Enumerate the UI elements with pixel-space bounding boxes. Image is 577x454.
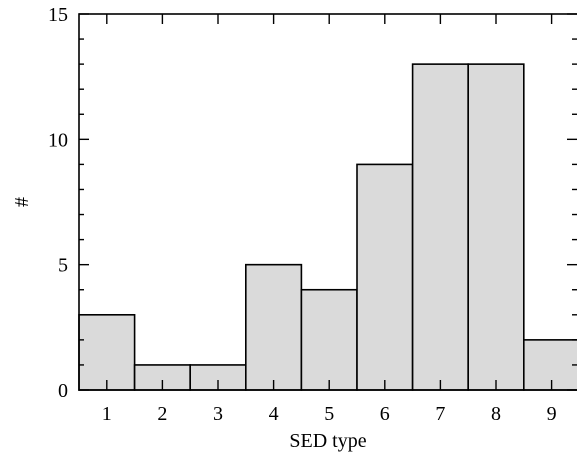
x-tick-label: 8	[491, 403, 501, 425]
plot-frame	[78, 13, 577, 391]
bar-1	[78, 313, 136, 391]
y-tick-label: 5	[58, 255, 68, 277]
x-tick-label: 7	[435, 403, 445, 425]
x-tick-label: 5	[324, 403, 334, 425]
bar-6	[356, 163, 414, 391]
x-tick-labels: 1 2 3 4 5 6 7 8 9	[102, 403, 557, 425]
x-tick-label: 1	[102, 403, 112, 425]
x-tick-label: 6	[380, 403, 390, 425]
bar-7	[411, 63, 470, 391]
y-tick-label: 15	[48, 4, 68, 26]
bar-5	[300, 288, 358, 391]
x-axis-label: SED type	[289, 430, 366, 452]
x-tick-label: 9	[547, 403, 557, 425]
x-tick-label: 2	[157, 403, 167, 425]
bar-4	[245, 263, 303, 391]
y-tick-labels: 0 5 10 15	[48, 4, 68, 402]
bars-group	[78, 63, 577, 391]
y-axis-label: #	[11, 197, 33, 207]
x-tick-label: 3	[213, 403, 223, 425]
bar-8	[467, 63, 525, 391]
bar-9	[522, 339, 577, 391]
y-tick-label: 10	[48, 129, 68, 151]
x-tick-label: 4	[269, 403, 279, 425]
y-tick-label: 0	[58, 380, 68, 402]
